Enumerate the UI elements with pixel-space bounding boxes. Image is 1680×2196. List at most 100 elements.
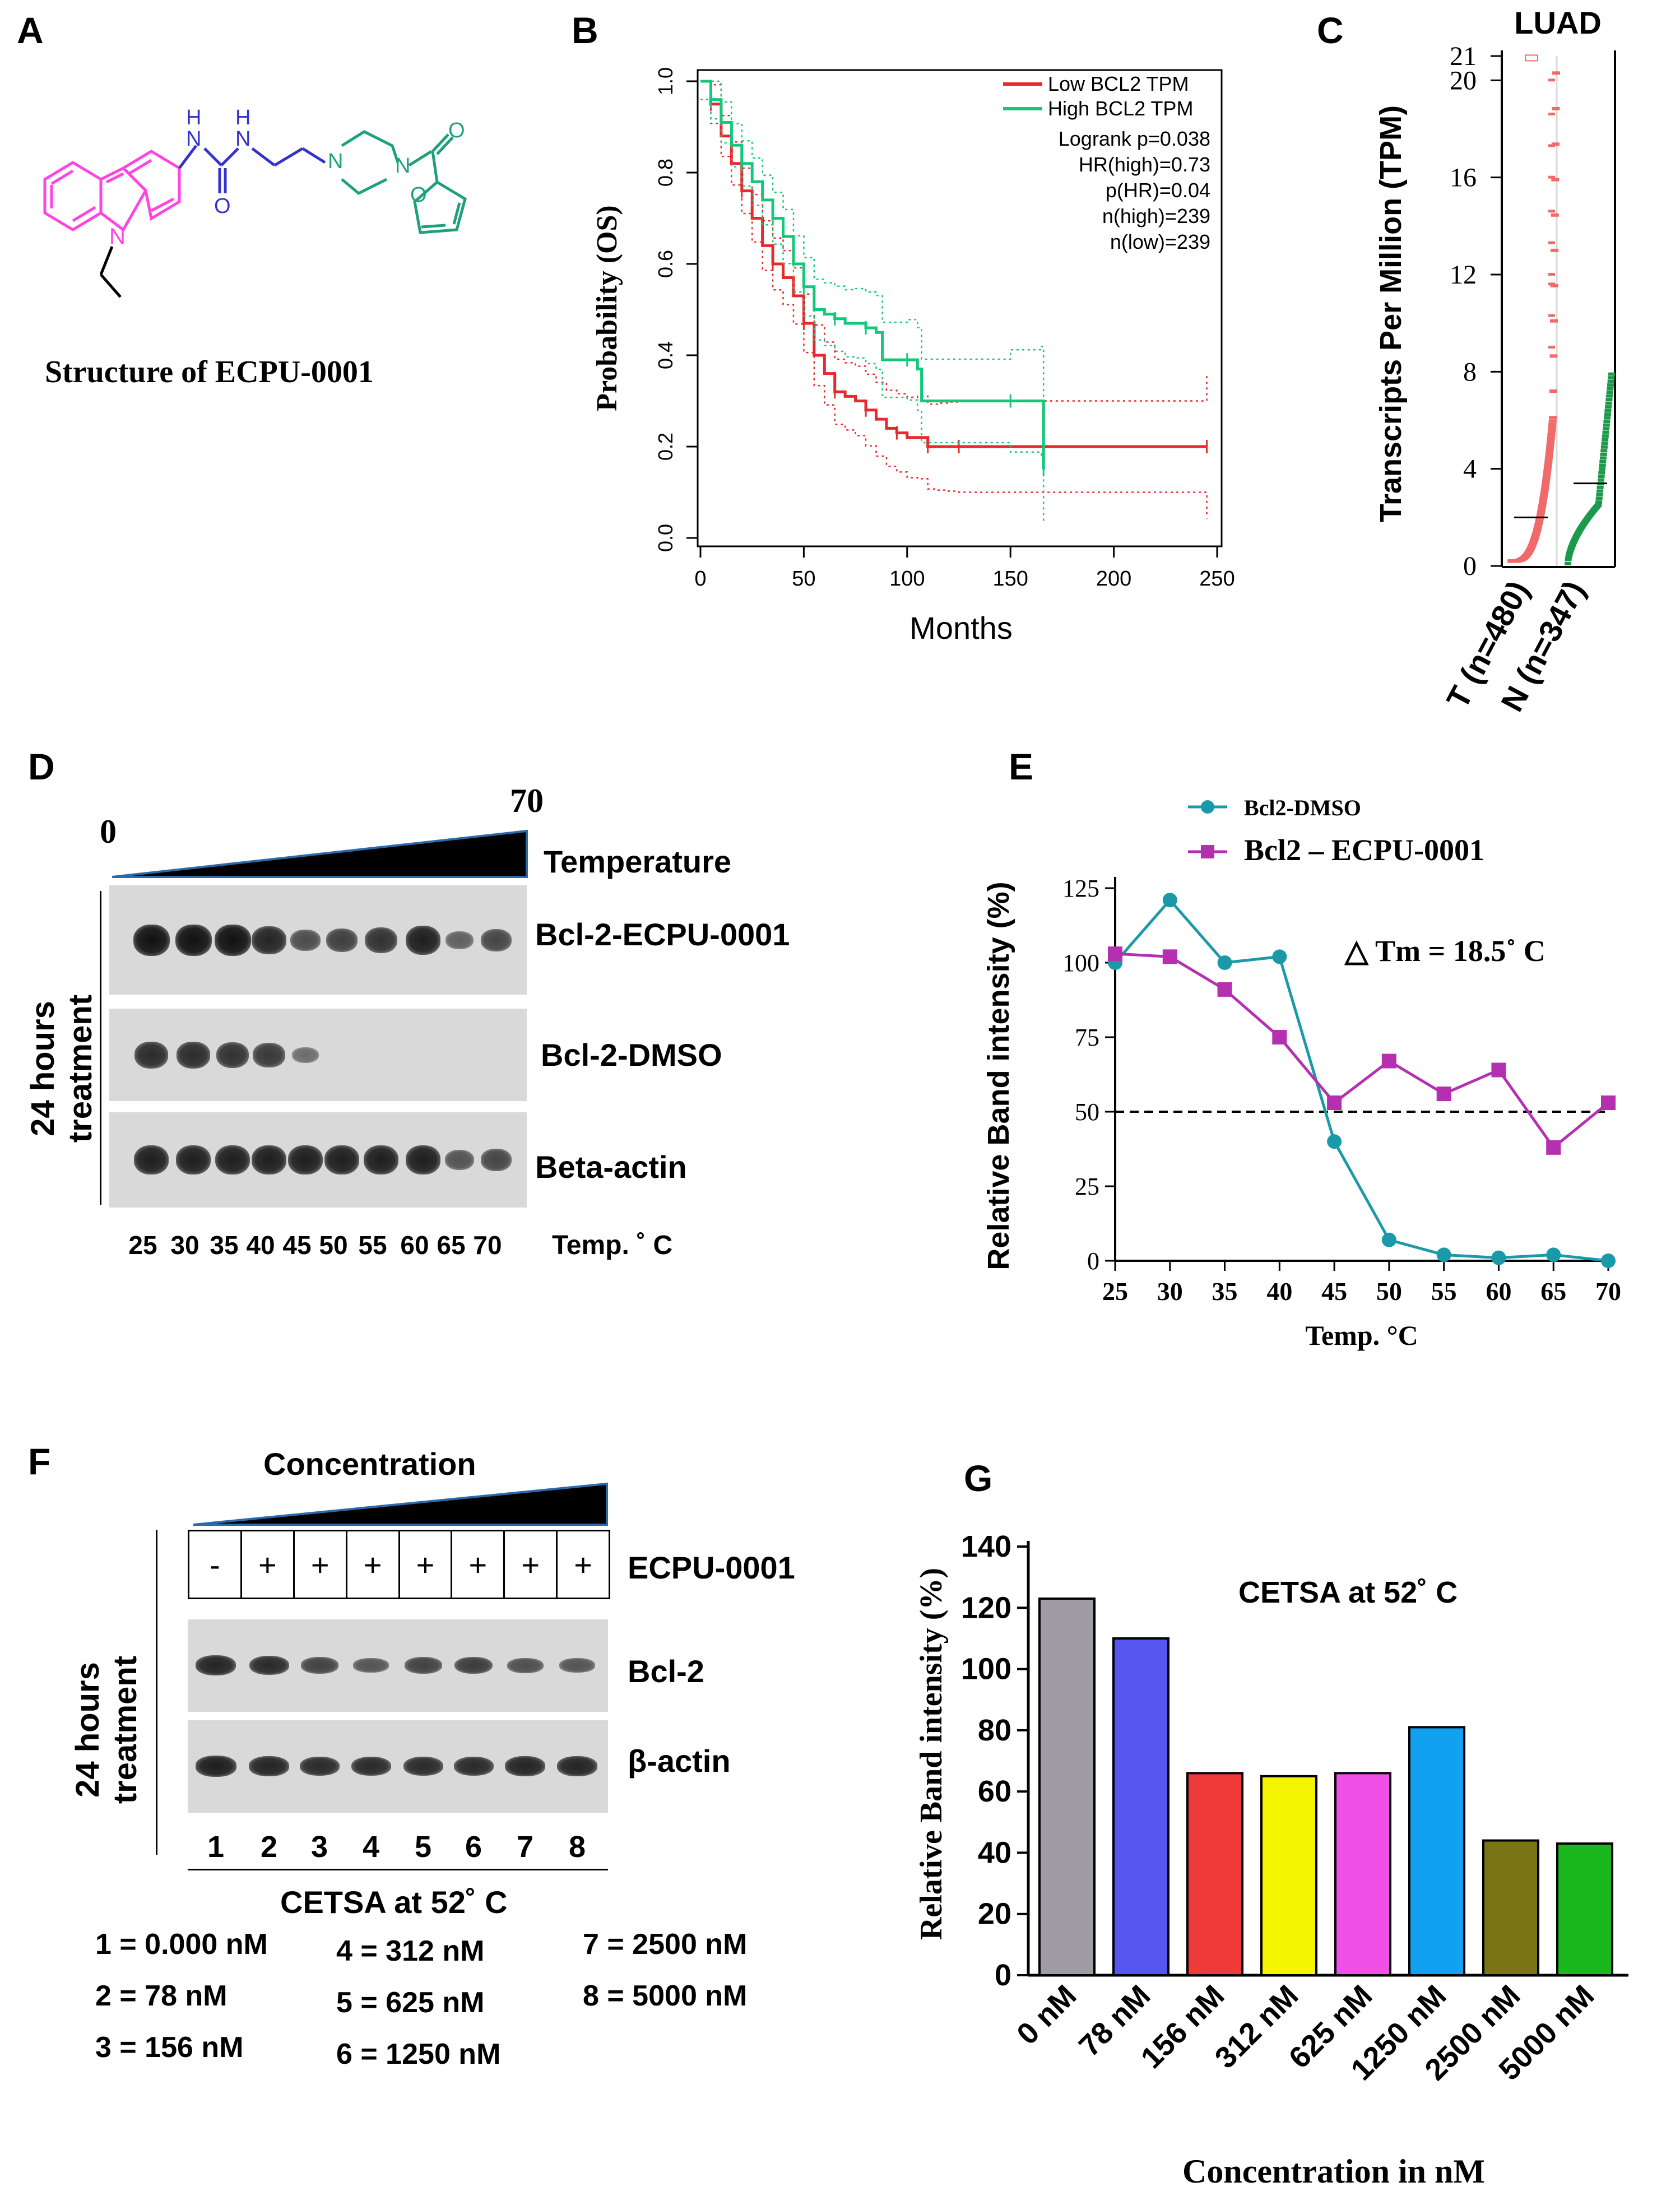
tumor-point xyxy=(1539,496,1548,500)
y-tick-label: 100 xyxy=(961,1652,1011,1686)
band xyxy=(505,1756,545,1777)
data-point-ecpu xyxy=(1436,1087,1451,1102)
tumor-point xyxy=(1538,502,1547,505)
y-axis-label: Transcripts Per Million (TPM) xyxy=(1374,105,1408,522)
normal-point xyxy=(1565,555,1572,559)
data-point-dmso xyxy=(1272,949,1287,964)
tumor-point xyxy=(1542,480,1550,484)
band xyxy=(133,1145,169,1174)
normal-point xyxy=(1601,442,1608,445)
atom-n-ring: N xyxy=(109,224,126,249)
y-tick-label: 125 xyxy=(1062,875,1099,902)
y-tick-label: 1.0 xyxy=(654,67,677,95)
structure-caption: Structure of ECPU-0001 xyxy=(45,355,374,389)
y-tick-label: 4 xyxy=(1463,454,1477,484)
normal-point xyxy=(1604,412,1611,416)
panel-f-side-line xyxy=(156,1530,157,1855)
band xyxy=(480,1149,512,1171)
band xyxy=(453,1756,494,1776)
normal-point xyxy=(1605,401,1612,405)
band xyxy=(249,1655,289,1675)
band xyxy=(249,1756,289,1777)
normal-point xyxy=(1600,452,1607,456)
panel-d-side-line xyxy=(100,891,101,1205)
normal-point xyxy=(1595,500,1603,504)
y-tick-label: 8 xyxy=(1463,357,1477,387)
tumor-point xyxy=(1552,106,1560,110)
lane-label: 45 xyxy=(282,1231,312,1260)
lane-label: 55 xyxy=(358,1231,387,1260)
band xyxy=(405,925,441,955)
x-axis-label: Concentration in nM xyxy=(1182,2153,1485,2190)
x-axis-label: Months xyxy=(909,610,1013,646)
tumor-point xyxy=(1552,71,1560,75)
tumor-point-high xyxy=(1548,210,1555,213)
atom-h2: H xyxy=(235,106,250,129)
lane-label: 5 xyxy=(414,1830,432,1864)
tumor-point xyxy=(1540,487,1549,491)
normal-point xyxy=(1607,379,1614,383)
band xyxy=(507,1658,544,1673)
x-tick-label: 150 xyxy=(992,567,1028,591)
x-tick-label: 50 xyxy=(792,567,815,591)
band xyxy=(251,1145,287,1174)
panel-f-subtitle: CETSA at 52˚ C xyxy=(280,1884,508,1920)
y-tick-label: 0 xyxy=(1087,1247,1099,1275)
tumor-point xyxy=(1546,445,1554,449)
x-tick-label: 250 xyxy=(1199,567,1235,591)
y-tick-label: 20 xyxy=(1450,66,1477,95)
concentration-key: 7 = 2500 nM xyxy=(583,1928,748,1961)
normal-point xyxy=(1603,427,1610,431)
y-tick-label: 0.4 xyxy=(654,341,677,369)
tumor-point-high xyxy=(1548,78,1555,82)
normal-point xyxy=(1597,489,1604,493)
tumor-point xyxy=(1542,476,1551,480)
treatment-cell: + xyxy=(505,1531,558,1598)
panel-b-label: B xyxy=(572,10,598,51)
band xyxy=(177,1041,210,1069)
normal-point xyxy=(1608,376,1615,380)
x-tick-label: 25 xyxy=(1102,1277,1128,1306)
tumor-point xyxy=(1550,284,1558,287)
x-tick-label: 55 xyxy=(1431,1277,1457,1306)
tumor-point-high xyxy=(1548,241,1555,244)
data-point-dmso xyxy=(1162,893,1177,908)
panel-a-label: A xyxy=(17,10,44,51)
bar xyxy=(1260,1775,1317,1976)
y-tick-label: 12 xyxy=(1450,260,1477,290)
normal-point xyxy=(1599,463,1606,467)
series-line xyxy=(1114,898,1609,1262)
normal-point xyxy=(1595,496,1603,500)
survival-line-high xyxy=(700,80,1045,470)
tumor-point xyxy=(1551,178,1560,182)
band xyxy=(363,1145,399,1174)
band xyxy=(175,1145,211,1174)
atom-nh1: N xyxy=(186,127,201,151)
lane-label: 4 xyxy=(362,1830,380,1864)
band xyxy=(324,1145,360,1174)
normal-point xyxy=(1606,391,1613,394)
temperature-label: Temperature xyxy=(544,844,732,879)
category-label: 156 nM xyxy=(1135,1979,1231,2075)
panel-c-label: C xyxy=(1317,10,1344,51)
tumor-point xyxy=(1537,510,1545,514)
data-point-ecpu xyxy=(1327,1095,1342,1111)
data-point-dmso xyxy=(1491,1250,1506,1265)
confidence-band xyxy=(700,80,1208,405)
tumor-point xyxy=(1539,500,1547,504)
normal-point xyxy=(1602,434,1609,438)
band xyxy=(405,1145,441,1174)
confidence-band xyxy=(700,99,1045,524)
atom-h1: H xyxy=(186,106,201,129)
y-tick-label: 0 xyxy=(995,1958,1011,1992)
normal-point xyxy=(1600,445,1608,449)
tumor-point-high xyxy=(1548,314,1555,317)
treatment-cell: + xyxy=(347,1531,400,1598)
data-point-ecpu xyxy=(1217,982,1232,997)
band xyxy=(364,927,398,953)
band xyxy=(133,924,170,956)
band xyxy=(195,1756,236,1777)
normal-point xyxy=(1607,383,1614,387)
